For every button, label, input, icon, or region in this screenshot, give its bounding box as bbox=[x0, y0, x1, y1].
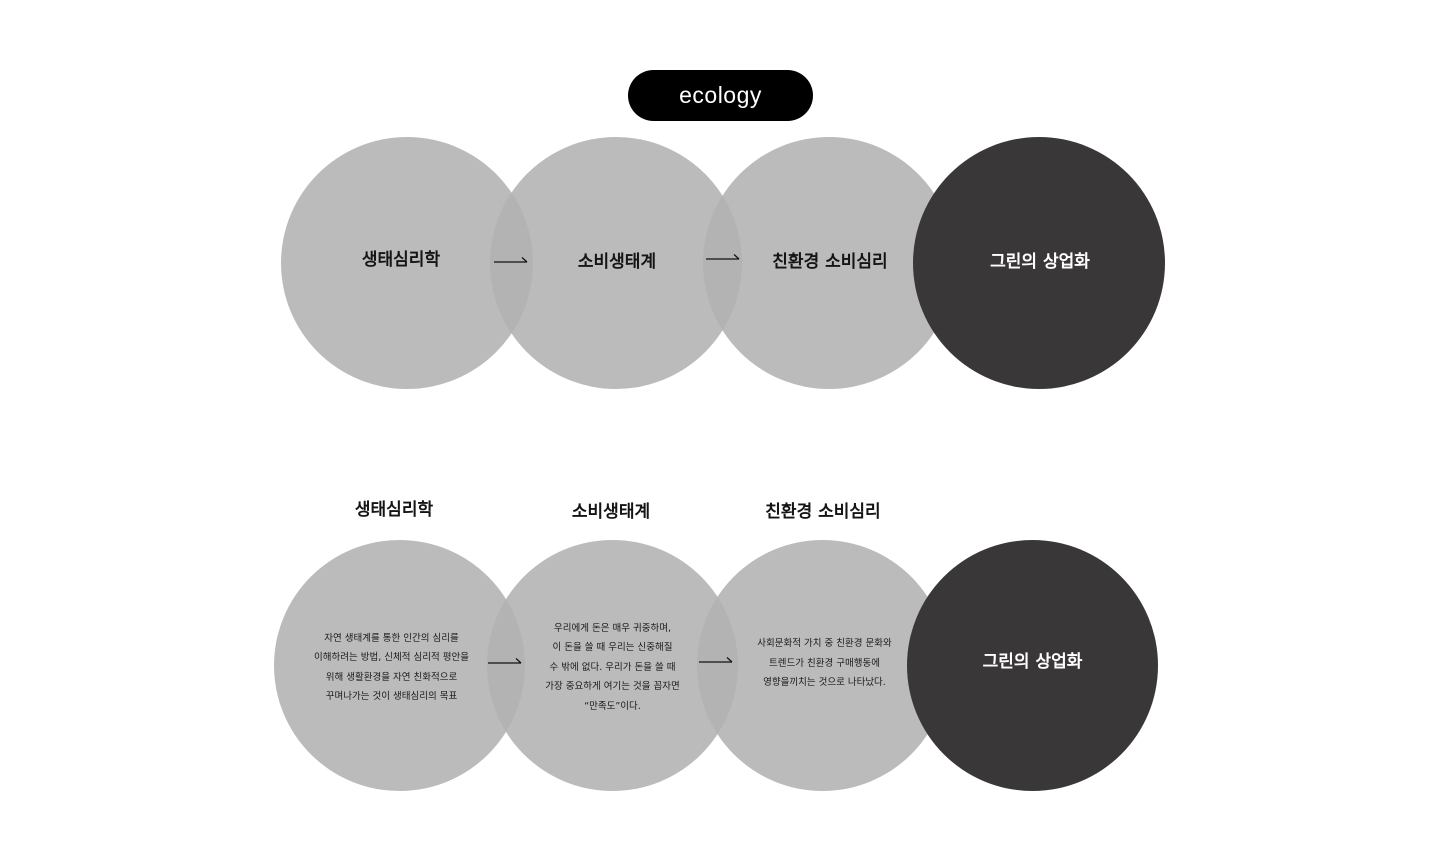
bottom-circle-consumer-ecosystem-text: 우리에게 돈은 매우 귀중하며, 이 돈을 쓸 때 우리는 신중해질 수 밖에 … bbox=[545, 622, 680, 712]
top-circle-consumer-ecosystem-label: 소비생태계 bbox=[577, 251, 657, 272]
bottom-heading-ecopsychology: 생태심리학 bbox=[354, 500, 434, 520]
top-circle-consumer-ecosystem: 소비생태계 bbox=[490, 137, 742, 389]
ecology-badge-label: ecology bbox=[679, 82, 762, 108]
top-circle-eco-consumer-psychology-label: 친환경 소비심리 bbox=[772, 251, 888, 272]
bottom-circle-green-commercialization: 그린의 상업화 bbox=[907, 540, 1158, 791]
bottom-circle-ecopsychology-text: 자연 생태계를 통한 인간의 심리를 이해하려는 방법, 신체적 심리적 평안을… bbox=[314, 632, 469, 703]
bottom-circle-eco-consumer-psychology: 사회문화적 가치 중 친환경 문화와 트렌드가 친환경 구매행동에 영향을끼치는… bbox=[697, 540, 948, 791]
bottom-circle-consumer-ecosystem: 우리에게 돈은 매우 귀중하며, 이 돈을 쓸 때 우리는 신중해질 수 밖에 … bbox=[487, 540, 738, 791]
bottom-circle-green-commercialization-label: 그린의 상업화 bbox=[982, 652, 1083, 672]
top-circle-ecopsychology-label: 생태심리학 bbox=[361, 249, 441, 270]
top-circle-green-commercialization-label: 그린의 상업화 bbox=[990, 251, 1090, 272]
bottom-heading-consumer-ecosystem: 소비생태계 bbox=[571, 502, 651, 522]
top-circle-green-commercialization: 그린의 상업화 bbox=[913, 137, 1165, 389]
bottom-arrow-1 bbox=[487, 657, 523, 667]
bottom-arrow-2 bbox=[698, 656, 734, 666]
top-arrow-2 bbox=[705, 253, 741, 263]
bottom-circle-eco-consumer-psychology-text: 사회문화적 가치 중 친환경 문화와 트렌드가 친환경 구매행동에 영향을끼치는… bbox=[757, 638, 892, 689]
bottom-circle-ecopsychology: 자연 생태계를 통한 인간의 심리를 이해하려는 방법, 신체적 심리적 평안을… bbox=[274, 540, 525, 791]
bottom-heading-eco-consumer-psychology: 친환경 소비심리 bbox=[765, 502, 881, 522]
top-arrow-1 bbox=[493, 256, 529, 266]
ecology-badge: ecology bbox=[628, 70, 813, 121]
